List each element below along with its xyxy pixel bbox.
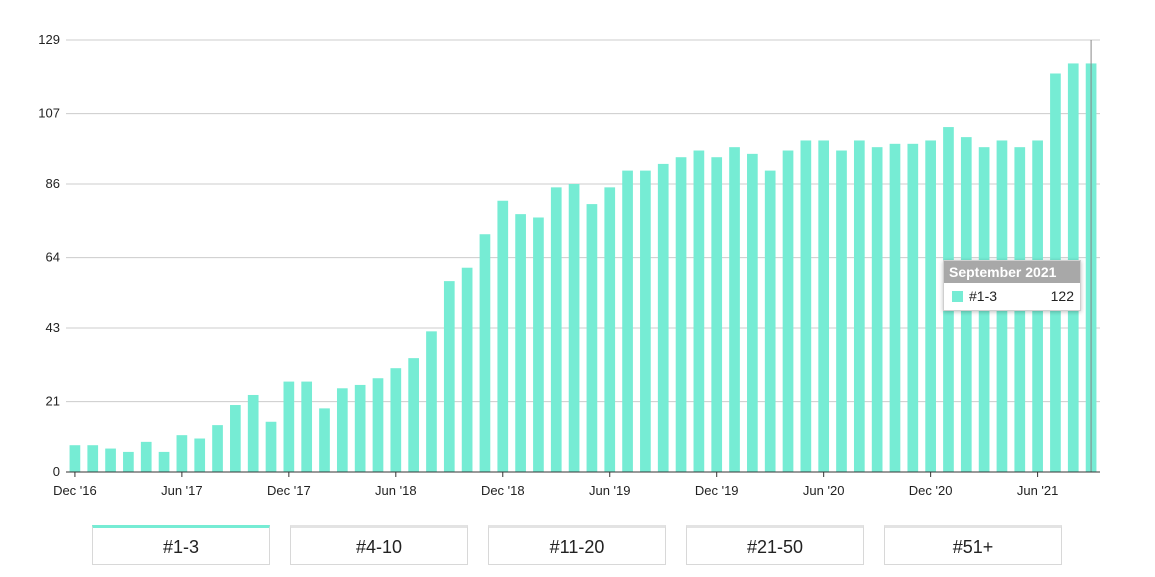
bar[interactable] bbox=[426, 331, 437, 472]
x-tick-label: Dec '18 bbox=[481, 483, 525, 498]
bar[interactable] bbox=[319, 408, 330, 472]
bar[interactable] bbox=[390, 368, 402, 472]
bar[interactable] bbox=[515, 214, 526, 473]
x-tick-label: Dec '20 bbox=[909, 483, 953, 498]
bar[interactable] bbox=[586, 204, 598, 472]
bar[interactable] bbox=[657, 163, 669, 472]
bar[interactable] bbox=[871, 147, 883, 473]
bar[interactable] bbox=[764, 170, 776, 472]
bar[interactable] bbox=[622, 170, 633, 472]
bar[interactable] bbox=[782, 150, 794, 472]
bar[interactable] bbox=[693, 150, 705, 472]
bar[interactable] bbox=[604, 187, 616, 473]
bar[interactable] bbox=[87, 445, 99, 472]
bar[interactable] bbox=[105, 448, 116, 472]
bar[interactable] bbox=[408, 358, 419, 472]
tab-11-20[interactable]: #11-20 bbox=[488, 525, 666, 565]
tooltip-row: #1-3 122 bbox=[944, 283, 1080, 309]
bar[interactable] bbox=[140, 441, 152, 472]
bar[interactable] bbox=[479, 234, 491, 472]
bar[interactable] bbox=[176, 435, 188, 472]
bar[interactable] bbox=[301, 381, 313, 472]
y-tick-label: 43 bbox=[46, 320, 60, 335]
bar[interactable] bbox=[230, 405, 241, 472]
y-tick-label: 129 bbox=[38, 32, 60, 47]
x-tick-label: Dec '17 bbox=[267, 483, 311, 498]
bar[interactable] bbox=[550, 187, 562, 473]
x-tick-label: Dec '16 bbox=[53, 483, 97, 498]
bar[interactable] bbox=[265, 421, 277, 472]
bar[interactable] bbox=[747, 153, 758, 472]
bar[interactable] bbox=[194, 438, 206, 472]
bar[interactable] bbox=[675, 157, 687, 473]
x-tick-label: Jun '21 bbox=[1017, 483, 1059, 498]
y-tick-label: 0 bbox=[53, 464, 60, 479]
bar[interactable] bbox=[568, 184, 580, 472]
axes: 0 21 43 64 86 107 129 Dec '16 Jun '17 Dec '17 Jun … bbox=[38, 32, 1100, 498]
tooltip-series-name: #1-3 bbox=[969, 288, 998, 304]
tooltip-swatch bbox=[952, 291, 963, 302]
bar[interactable] bbox=[69, 445, 81, 472]
tab-1-3[interactable]: #1-3 bbox=[92, 525, 270, 565]
bar[interactable] bbox=[354, 384, 366, 472]
bar[interactable] bbox=[711, 157, 723, 473]
bar[interactable] bbox=[836, 150, 847, 472]
bar[interactable] bbox=[640, 170, 651, 472]
bar[interactable] bbox=[533, 217, 544, 472]
bar[interactable] bbox=[818, 140, 830, 472]
bar[interactable] bbox=[800, 140, 812, 472]
bar[interactable] bbox=[729, 147, 740, 473]
tooltip-value: 122 bbox=[1050, 288, 1074, 304]
tab-4-10[interactable]: #4-10 bbox=[290, 525, 468, 565]
bar[interactable] bbox=[158, 451, 170, 472]
tooltip-title: September 2021 bbox=[944, 261, 1080, 283]
y-tick-label: 21 bbox=[46, 394, 60, 409]
bar[interactable] bbox=[853, 140, 865, 472]
y-tick-label: 107 bbox=[38, 106, 60, 121]
bar[interactable] bbox=[336, 388, 348, 472]
tab-51-plus[interactable]: #51+ bbox=[884, 525, 1062, 565]
bar[interactable] bbox=[372, 378, 384, 472]
chart-tooltip: September 2021 #1-3 122 bbox=[943, 260, 1081, 311]
bar[interactable] bbox=[497, 200, 509, 472]
bar[interactable] bbox=[461, 267, 473, 472]
x-tick-label: Dec '19 bbox=[695, 483, 739, 498]
tab-21-50[interactable]: #21-50 bbox=[686, 525, 864, 565]
bar[interactable] bbox=[443, 281, 455, 472]
bar[interactable] bbox=[123, 451, 134, 472]
bar[interactable] bbox=[283, 381, 295, 472]
x-tick-label: Jun '18 bbox=[375, 483, 417, 498]
bar[interactable] bbox=[247, 394, 259, 472]
y-tick-label: 64 bbox=[46, 250, 60, 265]
x-tick-label: Jun '20 bbox=[803, 483, 845, 498]
bar[interactable] bbox=[212, 425, 223, 472]
bar[interactable] bbox=[889, 143, 901, 472]
bar[interactable] bbox=[925, 140, 936, 472]
y-tick-label: 86 bbox=[46, 176, 60, 191]
bar[interactable] bbox=[907, 143, 919, 472]
x-tick-label: Jun '17 bbox=[161, 483, 203, 498]
x-tick-label: Jun '19 bbox=[589, 483, 631, 498]
